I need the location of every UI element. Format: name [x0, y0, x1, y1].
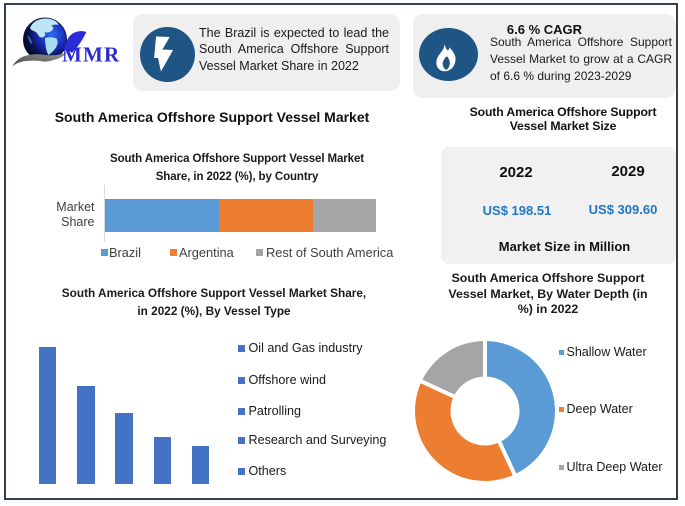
- svg-text:MMR: MMR: [62, 43, 120, 67]
